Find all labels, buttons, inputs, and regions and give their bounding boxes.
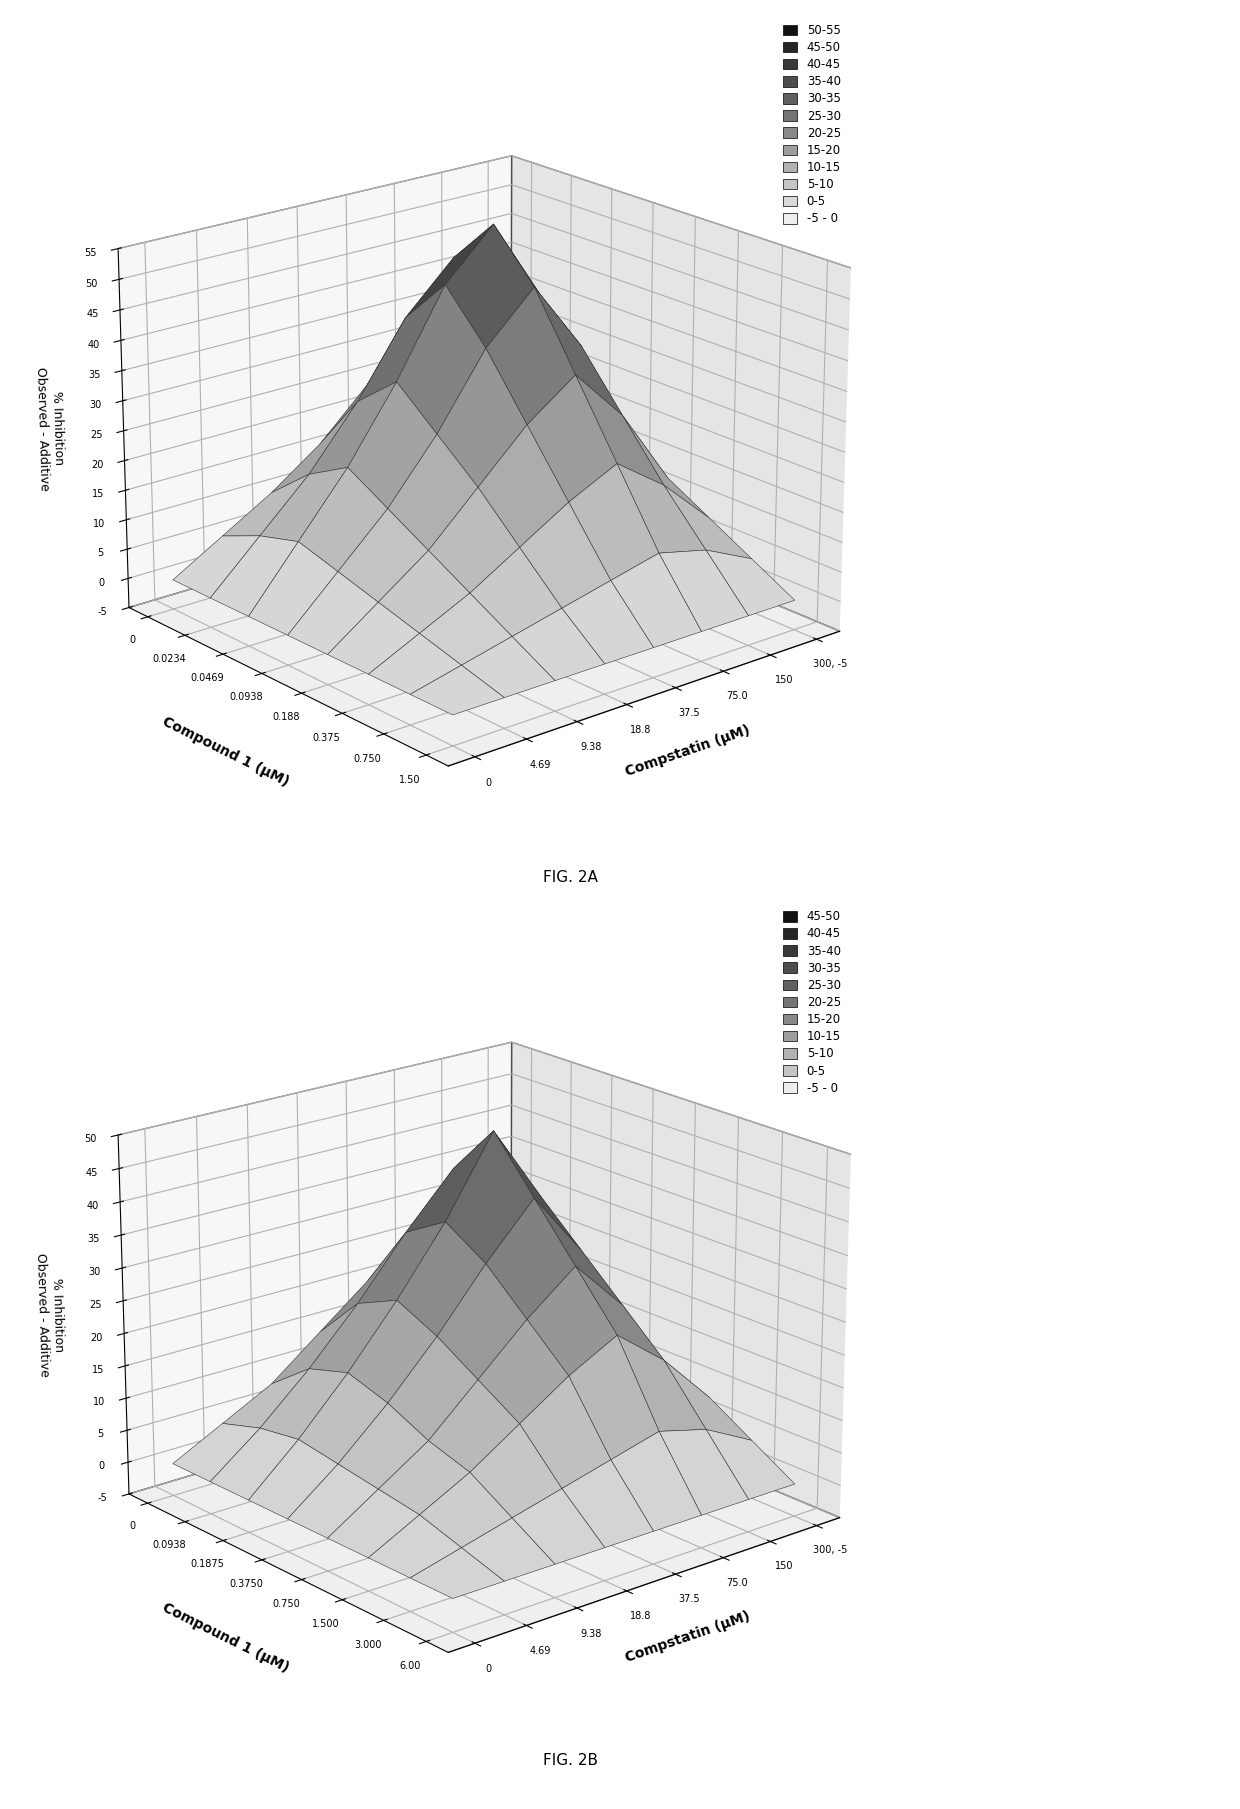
Legend: 45-50, 40-45, 35-40, 30-35, 25-30, 20-25, 15-20, 10-15, 5-10, 0-5, -5 - 0: 45-50, 40-45, 35-40, 30-35, 25-30, 20-25…	[780, 906, 844, 1098]
Text: FIG. 2B: FIG. 2B	[543, 1753, 598, 1767]
Y-axis label: Compound 1 (μM): Compound 1 (μM)	[160, 1601, 290, 1675]
Y-axis label: Compound 1 (μM): Compound 1 (μM)	[160, 715, 290, 789]
Text: FIG. 2A: FIG. 2A	[543, 870, 598, 885]
X-axis label: Compstatin (μM): Compstatin (μM)	[624, 1610, 751, 1666]
X-axis label: Compstatin (μM): Compstatin (μM)	[624, 724, 751, 780]
Legend: 50-55, 45-50, 40-45, 35-40, 30-35, 25-30, 20-25, 15-20, 10-15, 5-10, 0-5, -5 - 0: 50-55, 45-50, 40-45, 35-40, 30-35, 25-30…	[780, 20, 844, 230]
